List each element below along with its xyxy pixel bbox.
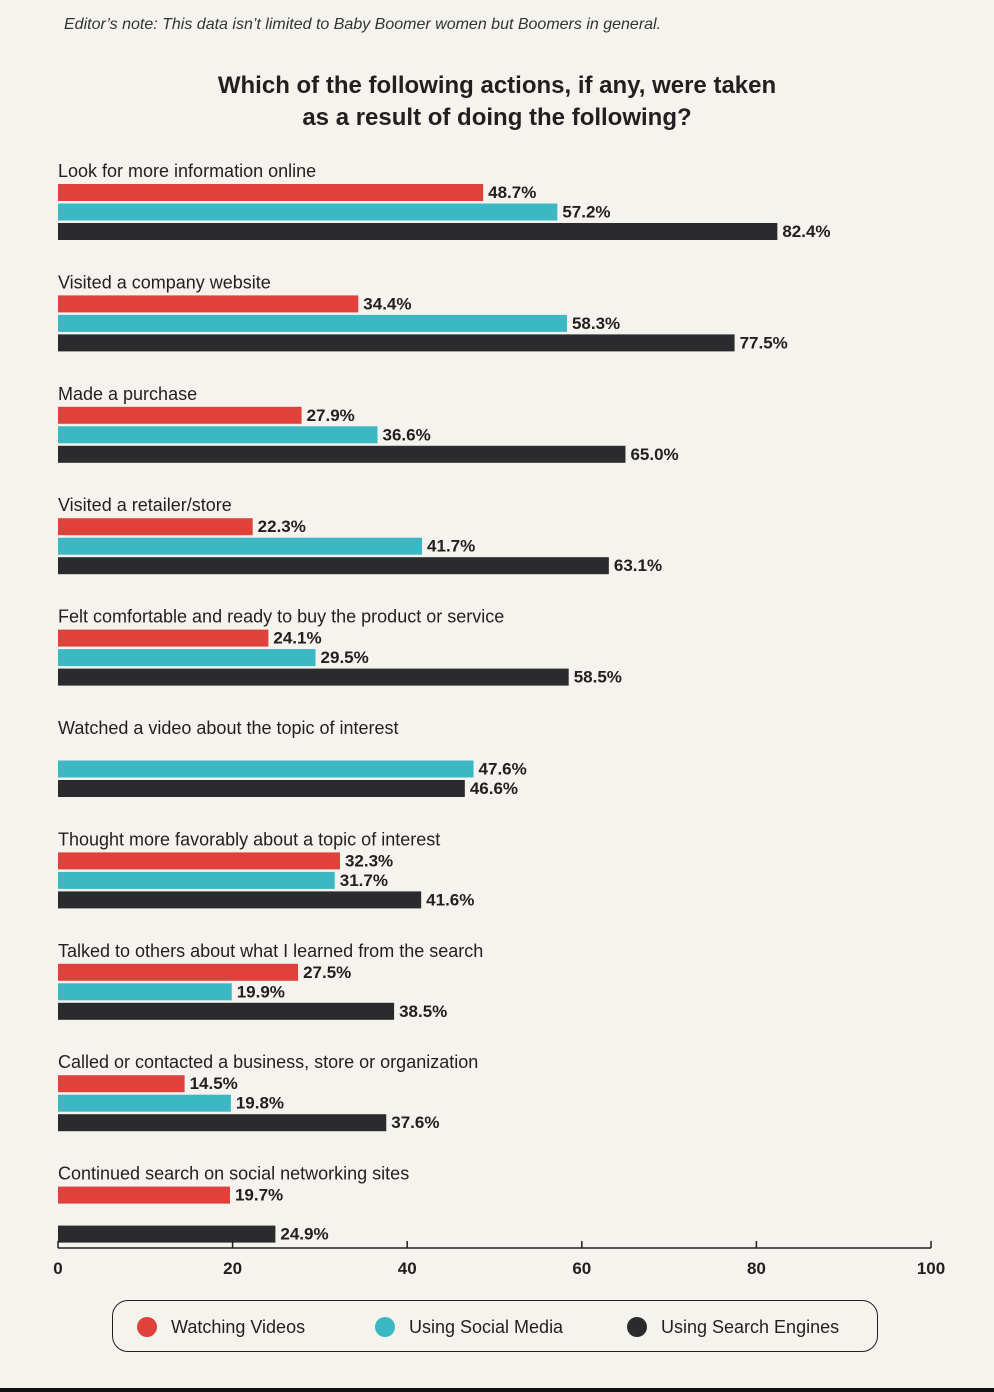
footer-divider (0, 1388, 994, 1392)
bar-using-search-engines (58, 334, 735, 352)
category-label: Visited a retailer/store (58, 495, 232, 515)
data-label: 48.7% (488, 183, 536, 202)
data-label: 34.4% (363, 294, 411, 313)
legend-swatch-using-social-media (375, 1317, 395, 1337)
category-label: Called or contacted a business, store or… (58, 1052, 478, 1072)
bar-using-social-media (58, 537, 423, 555)
bar-watching-videos (58, 1075, 185, 1093)
legend-label-using-search-engines: Using Search Engines (661, 1316, 840, 1337)
bar-using-social-media (58, 983, 232, 1001)
bar-using-social-media (58, 649, 316, 667)
data-label: 47.6% (479, 760, 527, 779)
bar-using-search-engines (58, 1002, 395, 1020)
bar-using-social-media (58, 760, 474, 778)
data-label: 29.5% (321, 648, 369, 667)
chart-title-line-2: as a result of doing the following? (302, 104, 692, 131)
bar-watching-videos (58, 518, 253, 536)
data-label: 19.8% (236, 1094, 284, 1113)
legend-swatch-watching-videos (137, 1317, 157, 1337)
legend-swatch-using-search-engines (627, 1317, 647, 1337)
data-label: 58.3% (572, 314, 620, 333)
x-tick-label: 40 (398, 1259, 417, 1278)
legend-label-watching-videos: Watching Videos (171, 1316, 306, 1337)
data-label: 41.6% (426, 890, 474, 909)
category-label: Made a purchase (58, 384, 197, 404)
data-label: 27.9% (307, 406, 355, 425)
category-label: Thought more favorably about a topic of … (58, 829, 440, 849)
bar-using-search-engines (58, 891, 422, 909)
bar-watching-videos (58, 629, 269, 647)
data-label: 63.1% (614, 556, 662, 575)
bar-using-social-media (58, 203, 558, 221)
category-label: Visited a company website (58, 272, 271, 292)
x-tick-label: 100 (917, 1259, 945, 1278)
bar-watching-videos (58, 852, 340, 870)
legend-item-using-search-engines: Using Search Engines (627, 1301, 839, 1353)
data-label: 57.2% (562, 203, 610, 222)
bar-using-search-engines (58, 445, 626, 463)
bar-watching-videos (58, 295, 359, 313)
bar-watching-videos (58, 1186, 230, 1204)
category-label: Look for more information online (58, 161, 316, 181)
data-label: 65.0% (630, 445, 678, 464)
bar-using-search-engines (58, 668, 569, 686)
data-label: 31.7% (340, 871, 388, 890)
category-label: Talked to others about what I learned fr… (58, 941, 483, 961)
legend-label-using-social-media: Using Social Media (409, 1316, 564, 1337)
bar-using-search-engines (58, 780, 465, 797)
category-label: Watched a video about the topic of inter… (58, 718, 399, 738)
bar-using-social-media (58, 426, 378, 444)
data-label: 58.5% (574, 668, 622, 687)
legend: Watching Videos Using Social Media Using… (112, 1300, 878, 1352)
bar-using-search-engines (58, 1225, 276, 1243)
data-label: 27.5% (303, 963, 351, 982)
data-label: 14.5% (190, 1074, 238, 1093)
bar-chart: Look for more information online 48.7% 57.… (53, 161, 945, 1278)
chart-title: Which of the following actions, if any, … (0, 70, 994, 134)
x-tick-label: 60 (572, 1259, 591, 1278)
bar-watching-videos (58, 963, 299, 981)
data-label: 24.9% (280, 1225, 328, 1244)
editor-note: Editor’s note: This data isn’t limited t… (64, 16, 662, 33)
legend-item-watching-videos: Watching Videos (137, 1301, 305, 1353)
data-label: 22.3% (258, 517, 306, 536)
bar-watching-videos (58, 406, 302, 424)
bar-using-search-engines (58, 1114, 387, 1132)
x-tick-label: 0 (53, 1259, 62, 1278)
bar-using-search-engines (58, 223, 778, 240)
bar-watching-videos (58, 184, 484, 201)
x-tick-label: 20 (223, 1259, 242, 1278)
category-label: Continued search on social networking si… (58, 1164, 409, 1184)
x-tick-label: 80 (747, 1259, 766, 1278)
bar-using-social-media (58, 314, 567, 332)
data-label: 77.5% (740, 333, 788, 352)
data-label: 36.6% (383, 425, 431, 444)
data-label: 41.7% (427, 537, 475, 556)
data-label: 19.7% (235, 1186, 283, 1205)
data-label: 46.6% (470, 779, 518, 798)
bar-using-social-media (58, 871, 335, 889)
category-label: Felt comfortable and ready to buy the pr… (58, 607, 504, 627)
data-label: 37.6% (391, 1113, 439, 1132)
data-label: 19.9% (237, 982, 285, 1001)
data-label: 32.3% (345, 851, 393, 870)
data-label: 24.1% (273, 629, 321, 648)
chart-title-line-1: Which of the following actions, if any, … (217, 72, 777, 99)
data-label: 82.4% (782, 222, 830, 241)
data-label: 38.5% (399, 1002, 447, 1021)
legend-item-using-social-media: Using Social Media (375, 1301, 563, 1353)
bar-using-search-engines (58, 557, 609, 575)
bar-using-social-media (58, 1094, 231, 1112)
